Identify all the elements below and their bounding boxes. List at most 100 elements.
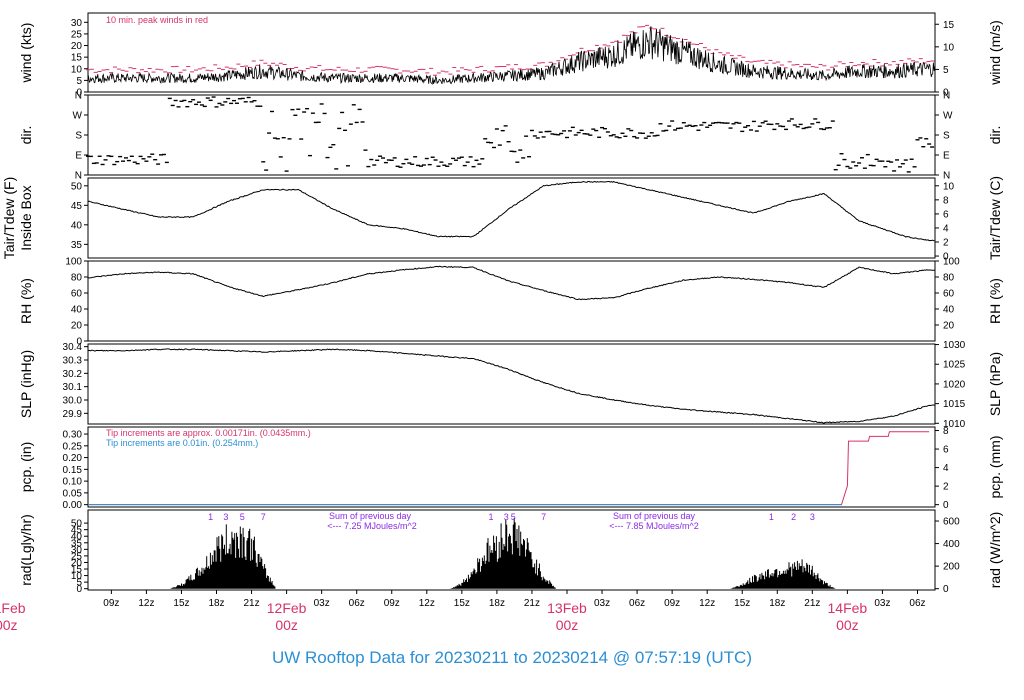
radiation-hour-marker: 1: [208, 512, 213, 522]
x-tick-label: 09z: [664, 598, 680, 609]
radiation-panel-frame: [87, 509, 936, 591]
precip-left-tick-label: 0.30: [63, 430, 83, 441]
radiation-ylabel-right: rad (W/m^2): [987, 512, 1003, 589]
temperature-ylabel-left: Tair/Tdew (F): [1, 177, 17, 259]
radiation-left-tick-label: 10: [71, 571, 83, 582]
temperature-right-tick-label: 0: [943, 252, 949, 263]
x-day-hour-label: 00z: [0, 617, 18, 633]
rh-right-tick-label: 80: [943, 273, 955, 284]
radiation-left-tick-label: 5: [76, 578, 82, 589]
precip-panel-frame: [87, 426, 936, 508]
chart-footer-title: UW Rooftop Data for 20230211 to 20230214…: [271, 648, 752, 667]
radiation-hour-marker: 3: [810, 512, 815, 522]
rh-left-tick-label: 0: [76, 337, 82, 348]
radiation-right-tick-label: 600: [943, 517, 960, 528]
x-tick-label: 06z: [629, 598, 645, 609]
rh-left-tick-label: 40: [71, 305, 83, 316]
x-tick-label: 12z: [699, 598, 715, 609]
x-tick-label: 15z: [734, 598, 750, 609]
wind-left-tick-label: 10: [71, 64, 83, 75]
rh-left-tick-label: 80: [71, 273, 83, 284]
rh-ylabel-left: RH (%): [18, 278, 34, 324]
wind-right-tick-label: 15: [943, 20, 955, 31]
rh-left-tick-label: 20: [71, 321, 83, 332]
wind-annotation: 10 min. peak winds in red: [106, 15, 208, 25]
radiation-left-tick-label: 20: [71, 558, 83, 569]
radiation-left-tick-label: 25: [71, 551, 83, 562]
dir-right-tick-label: N: [943, 171, 950, 182]
dir-left-tick-label: S: [75, 131, 82, 142]
precip-left-tick-label: 0.20: [63, 453, 83, 464]
x-day-label: 13Feb: [547, 600, 587, 616]
x-tick-label: 21z: [804, 598, 820, 609]
radiation-left-tick-label: 30: [71, 545, 83, 556]
dir-right-tick-label: W: [943, 111, 953, 122]
x-tick-label: 12z: [138, 598, 154, 609]
radiation-hour-marker: 2: [791, 512, 796, 522]
wind-left-tick-label: 25: [71, 29, 83, 40]
temperature-right-tick-label: 10: [943, 181, 955, 192]
radiation-left-tick-label: 35: [71, 538, 83, 549]
precip-left-tick-label: 0.10: [63, 477, 83, 488]
pressure-right-tick-label: 1010: [943, 419, 966, 430]
radiation-left-tick-label: 40: [71, 532, 83, 543]
temperature-series: [87, 180, 936, 242]
x-day-label: 11Feb: [0, 600, 26, 616]
x-tick-label: 12z: [419, 598, 435, 609]
pressure-left-tick-label: 30.0: [63, 396, 83, 407]
dir-left-tick-label: N: [75, 91, 82, 102]
radiation-left-tick-label: 45: [71, 525, 83, 536]
dir-ylabel-left: dir.: [18, 126, 34, 145]
rh-right-tick-label: 60: [943, 289, 955, 300]
temperature-left-tick-label: 45: [71, 201, 83, 212]
temperature-panel-frame: [87, 177, 936, 259]
temperature-left-tick-label: 40: [71, 220, 83, 231]
dir-ylabel-right: dir.: [987, 126, 1003, 145]
dir-right-tick-label: E: [943, 151, 950, 162]
x-day-label: 12Feb: [267, 600, 307, 616]
x-tick-label: 06z: [909, 598, 925, 609]
precip-right-tick-label: 4: [943, 463, 949, 474]
temperature-ylabel-right: Tair/Tdew (C): [987, 176, 1003, 260]
pressure-right-tick-label: 1015: [943, 399, 966, 410]
pressure-series: [87, 348, 936, 424]
rh-left-tick-label: 60: [71, 289, 83, 300]
radiation-sum-value: <--- 7.85 MJoules/m^2: [609, 521, 699, 531]
wind-series: [87, 26, 936, 86]
radiation-hour-marker: 1: [769, 512, 774, 522]
precip-note: Tip increments are approx. 0.00171in. (0…: [106, 428, 311, 438]
radiation-hour-marker: 3: [504, 512, 509, 522]
precip-right-tick-label: 2: [943, 482, 949, 493]
radiation-left-tick-label: 0: [76, 584, 82, 595]
temperature-left-tick-label: 50: [71, 181, 83, 192]
x-day-hour-label: 00z: [836, 617, 859, 633]
rh-series: [87, 265, 936, 301]
pressure-right-tick-label: 1020: [943, 379, 966, 390]
precip-note: Tip increments are 0.01in. (0.254mm.): [106, 438, 258, 448]
dir-left-tick-label: E: [75, 151, 82, 162]
precip-series: [88, 431, 930, 506]
pressure-left-tick-label: 30.1: [63, 382, 83, 393]
radiation-right-tick-label: 0: [943, 584, 949, 595]
rh-right-tick-label: 40: [943, 305, 955, 316]
x-tick-label: 09z: [384, 598, 400, 609]
wind-right-tick-label: 0: [943, 88, 949, 99]
x-tick-label: 18z: [208, 598, 224, 609]
pressure-left-tick-label: 30.3: [63, 356, 83, 367]
dir-right-tick-label: N: [943, 91, 950, 102]
x-tick-label: 03z: [314, 598, 330, 609]
pressure-left-tick-label: 30.2: [63, 369, 83, 380]
rh-left-tick-label: 100: [65, 257, 82, 268]
wind-left-tick-label: 15: [71, 53, 83, 64]
radiation-hour-marker: 3: [223, 512, 228, 522]
precip-ylabel-right: pcp. (mm): [987, 436, 1003, 499]
precip-left-tick-label: 0.00: [63, 500, 83, 511]
radiation-left-tick-label: 50: [71, 519, 83, 530]
rh-panel-frame: [87, 260, 936, 342]
temperature-left-tick-label: 35: [71, 240, 83, 251]
radiation-sum-label: Sum of previous day: [613, 511, 696, 521]
x-tick-label: 15z: [454, 598, 470, 609]
radiation-hour-marker: 1: [489, 512, 494, 522]
pressure-panel-frame: [87, 343, 936, 425]
dir-left-tick-label: W: [73, 111, 83, 122]
